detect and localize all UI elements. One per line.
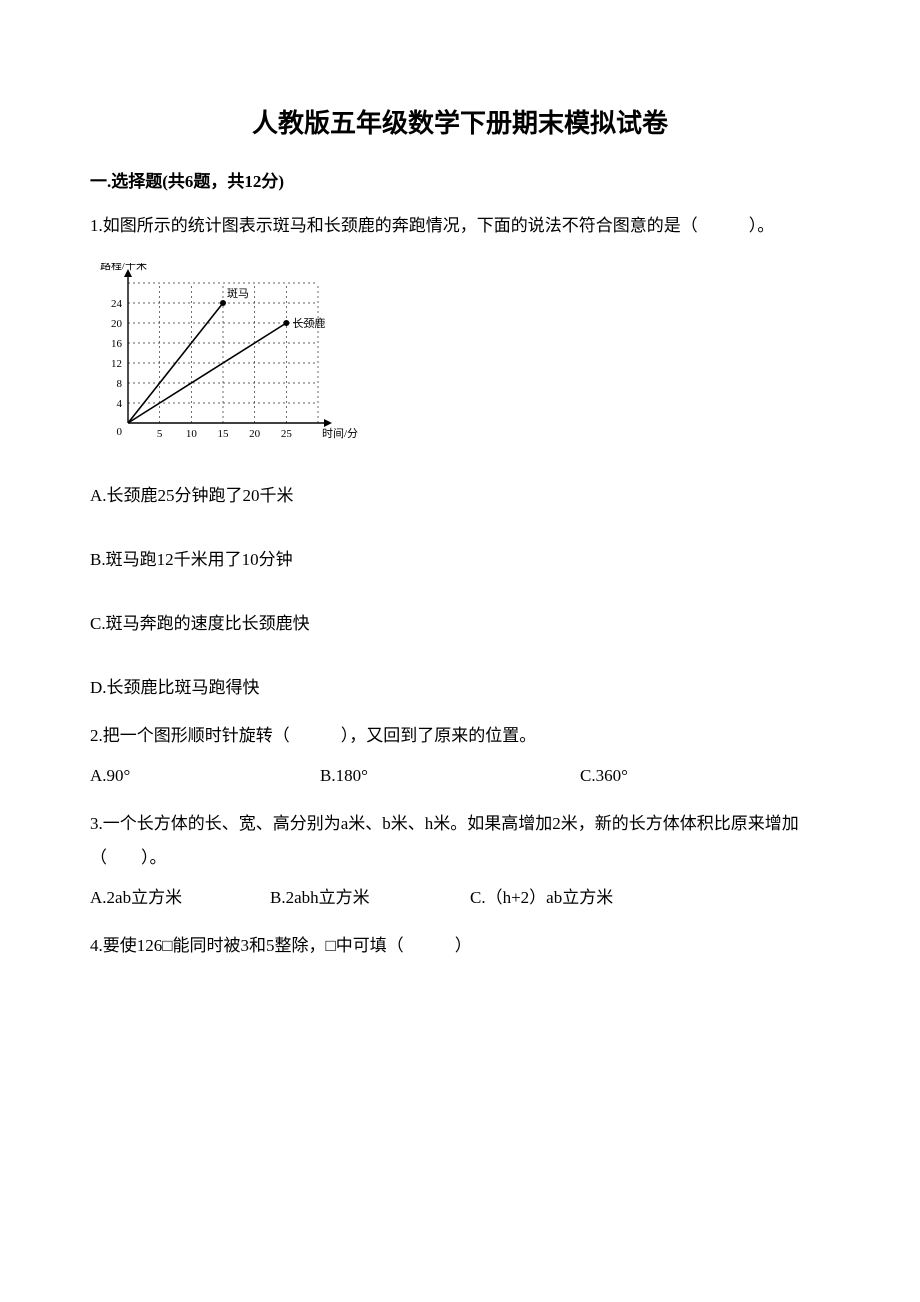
svg-text:0: 0 bbox=[117, 426, 123, 438]
svg-text:15: 15 bbox=[218, 428, 230, 440]
line-chart-svg: 5 10 15 20 25 4 8 12 16 20 24 0 路程/千米时间/分 斑马长颈鹿 bbox=[90, 263, 370, 453]
q2-stem: 2.把一个图形顺时针旋转（ ），又回到了原来的位置。 bbox=[90, 719, 830, 753]
svg-text:24: 24 bbox=[111, 298, 123, 310]
q1-option-b: B.斑马跑12千米用了10分钟 bbox=[90, 543, 830, 577]
q3-option-c: C.（h+2）ab立方米 bbox=[470, 881, 613, 915]
svg-text:8: 8 bbox=[117, 378, 123, 390]
svg-text:10: 10 bbox=[186, 428, 198, 440]
q3-options: A.2ab立方米 B.2abh立方米 C.（h+2）ab立方米 bbox=[90, 881, 830, 915]
q2-option-a: A.90° bbox=[90, 759, 320, 793]
q1-option-d: D.长颈鹿比斑马跑得快 bbox=[90, 671, 830, 705]
svg-text:16: 16 bbox=[111, 338, 123, 350]
q2-option-c: C.360° bbox=[580, 759, 628, 793]
svg-text:路程/千米: 路程/千米 bbox=[100, 263, 147, 272]
svg-text:长颈鹿: 长颈鹿 bbox=[292, 316, 325, 330]
q3-option-a: A.2ab立方米 bbox=[90, 881, 270, 915]
q1-chart: 5 10 15 20 25 4 8 12 16 20 24 0 路程/千米时间/分 斑马长颈鹿 bbox=[90, 263, 830, 453]
exam-title: 人教版五年级数学下册期末模拟试卷 bbox=[90, 100, 830, 147]
q1-option-c: C.斑马奔跑的速度比长颈鹿快 bbox=[90, 607, 830, 641]
svg-text:25: 25 bbox=[281, 428, 293, 440]
section-1-header: 一.选择题(共6题，共12分) bbox=[90, 167, 830, 198]
question-3: 3.一个长方体的长、宽、高分别为a米、b米、h米。如果高增加2米，新的长方体体积… bbox=[90, 807, 830, 915]
svg-text:5: 5 bbox=[157, 428, 163, 440]
svg-text:20: 20 bbox=[111, 318, 123, 330]
q1-stem: 1.如图所示的统计图表示斑马和长颈鹿的奔跑情况，下面的说法不符合图意的是（ ）。 bbox=[90, 209, 830, 243]
svg-text:4: 4 bbox=[117, 398, 123, 410]
svg-text:时间/分: 时间/分 bbox=[322, 427, 358, 440]
q3-option-b: B.2abh立方米 bbox=[270, 881, 470, 915]
q4-stem: 4.要使126□能同时被3和5整除，□中可填（ ） bbox=[90, 929, 830, 963]
svg-text:斑马: 斑马 bbox=[227, 287, 249, 300]
question-4: 4.要使126□能同时被3和5整除，□中可填（ ） bbox=[90, 929, 830, 963]
question-2: 2.把一个图形顺时针旋转（ ），又回到了原来的位置。 A.90° B.180° … bbox=[90, 719, 830, 793]
q2-option-b: B.180° bbox=[320, 759, 580, 793]
q3-stem: 3.一个长方体的长、宽、高分别为a米、b米、h米。如果高增加2米，新的长方体体积… bbox=[90, 807, 830, 875]
q1-option-a: A.长颈鹿25分钟跑了20千米 bbox=[90, 479, 830, 513]
svg-text:20: 20 bbox=[249, 428, 261, 440]
svg-text:12: 12 bbox=[111, 358, 122, 370]
q2-options: A.90° B.180° C.360° bbox=[90, 759, 830, 793]
question-1: 1.如图所示的统计图表示斑马和长颈鹿的奔跑情况，下面的说法不符合图意的是（ ）。… bbox=[90, 209, 830, 705]
